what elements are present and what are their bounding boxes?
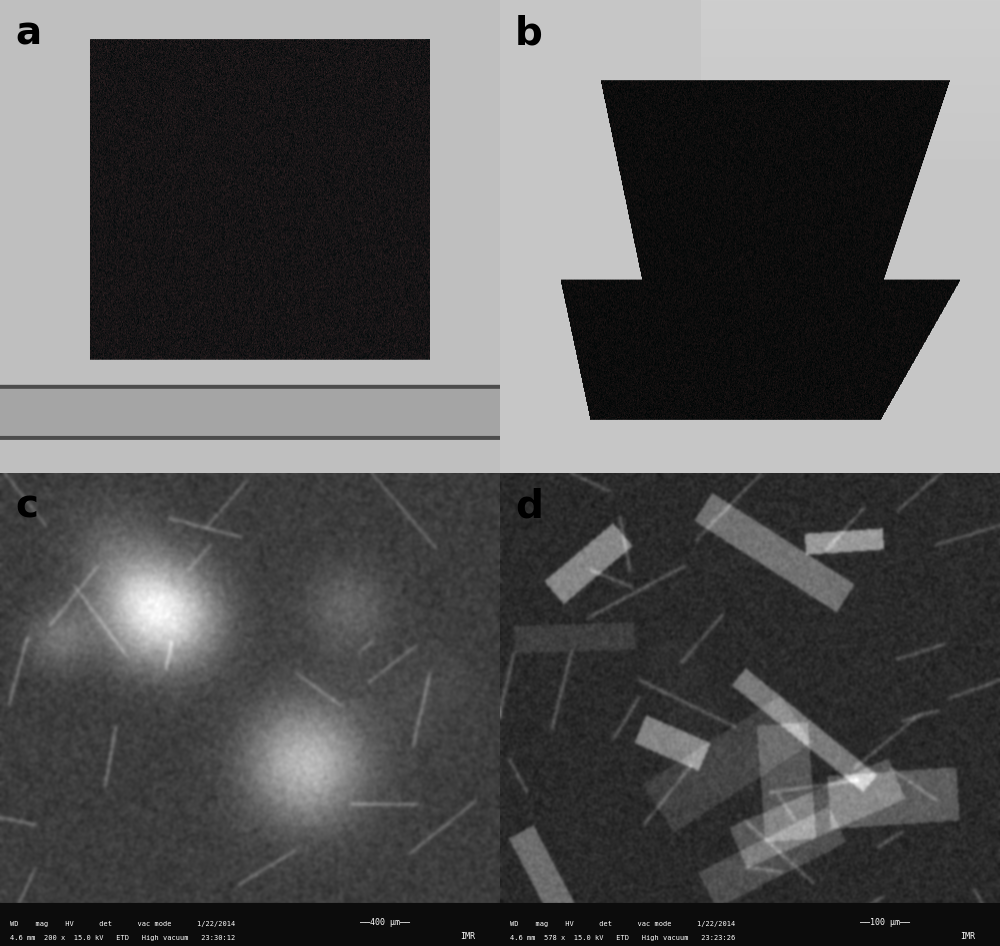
Text: IMR: IMR (460, 932, 475, 941)
Text: 4.6 mm  200 x  15.0 kV   ETD   High vacuum   23:30:12: 4.6 mm 200 x 15.0 kV ETD High vacuum 23:… (10, 936, 235, 941)
Text: ——400 μm——: ——400 μm—— (360, 918, 410, 927)
Text: b: b (515, 14, 543, 52)
Text: d: d (515, 487, 543, 525)
Text: WD    mag    HV      det      vac mode      1/22/2014: WD mag HV det vac mode 1/22/2014 (510, 921, 735, 927)
Text: c: c (15, 487, 38, 525)
Text: 4.6 mm  578 x  15.0 kV   ETD   High vacuum   23:23:26: 4.6 mm 578 x 15.0 kV ETD High vacuum 23:… (510, 936, 735, 941)
Text: ——100 μm——: ——100 μm—— (860, 918, 910, 927)
Text: WD    mag    HV      det      vac mode      1/22/2014: WD mag HV det vac mode 1/22/2014 (10, 921, 235, 927)
Text: IMR: IMR (960, 932, 975, 941)
Text: a: a (15, 14, 41, 52)
